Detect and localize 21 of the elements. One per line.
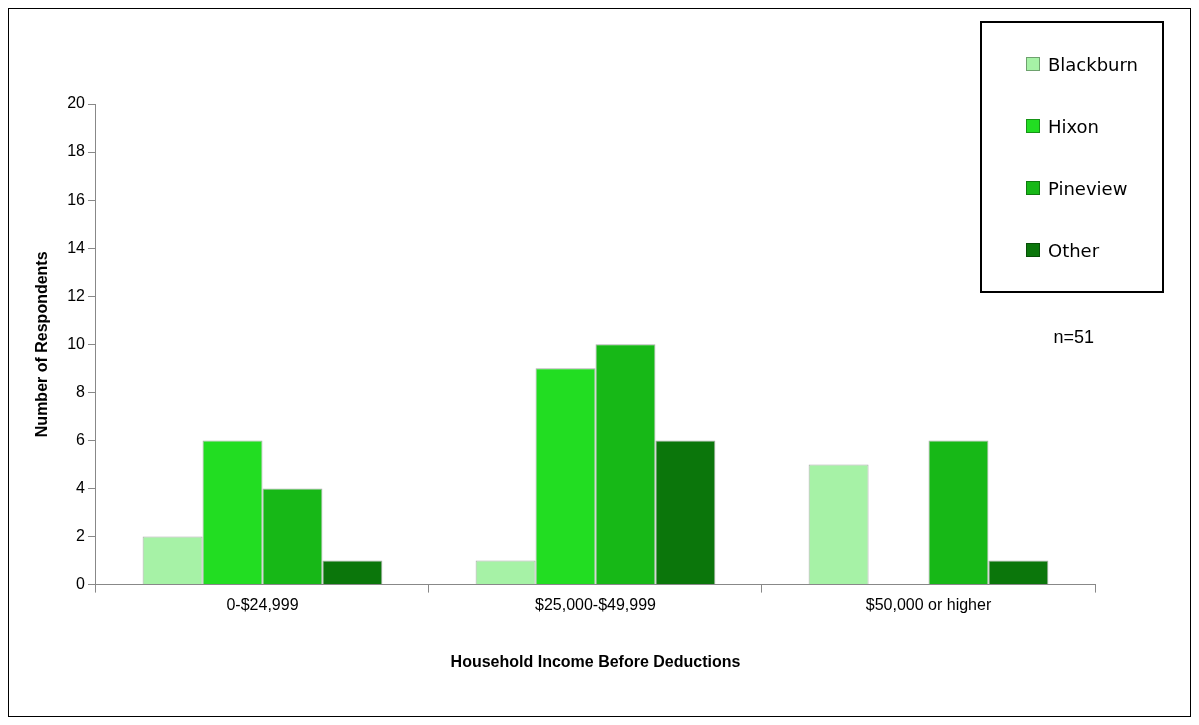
y-tick-label: 10 <box>67 334 86 352</box>
y-tick-label: 8 <box>76 382 86 400</box>
x-tick-label: 0-$24,999 <box>226 595 299 613</box>
x-axis-title: Household Income Before Deductions <box>450 652 741 670</box>
x-tick-label: $50,000 or higher <box>865 595 992 613</box>
legend-label: Pineview <box>1047 177 1128 199</box>
annotation: n=51 <box>1053 327 1094 348</box>
y-tick-label: 2 <box>76 526 86 544</box>
y-tick-label: 16 <box>67 190 86 208</box>
legend-label: Blackburn <box>1047 53 1138 75</box>
legend-label: Hixon <box>1047 115 1100 137</box>
y-tick-label: 6 <box>76 430 86 448</box>
y-tick-label: 4 <box>76 478 86 496</box>
y-tick-label: 14 <box>67 238 86 256</box>
y-tick-label: 0 <box>76 575 86 593</box>
x-tick-label: $25,000-$49,999 <box>535 595 657 613</box>
legend-label: Other <box>1047 239 1100 261</box>
y-tick-label: 20 <box>67 94 86 112</box>
y-tick-label: 18 <box>67 142 86 160</box>
y-axis-title: Number of Respondents <box>33 251 51 438</box>
y-tick-label: 12 <box>67 286 86 304</box>
